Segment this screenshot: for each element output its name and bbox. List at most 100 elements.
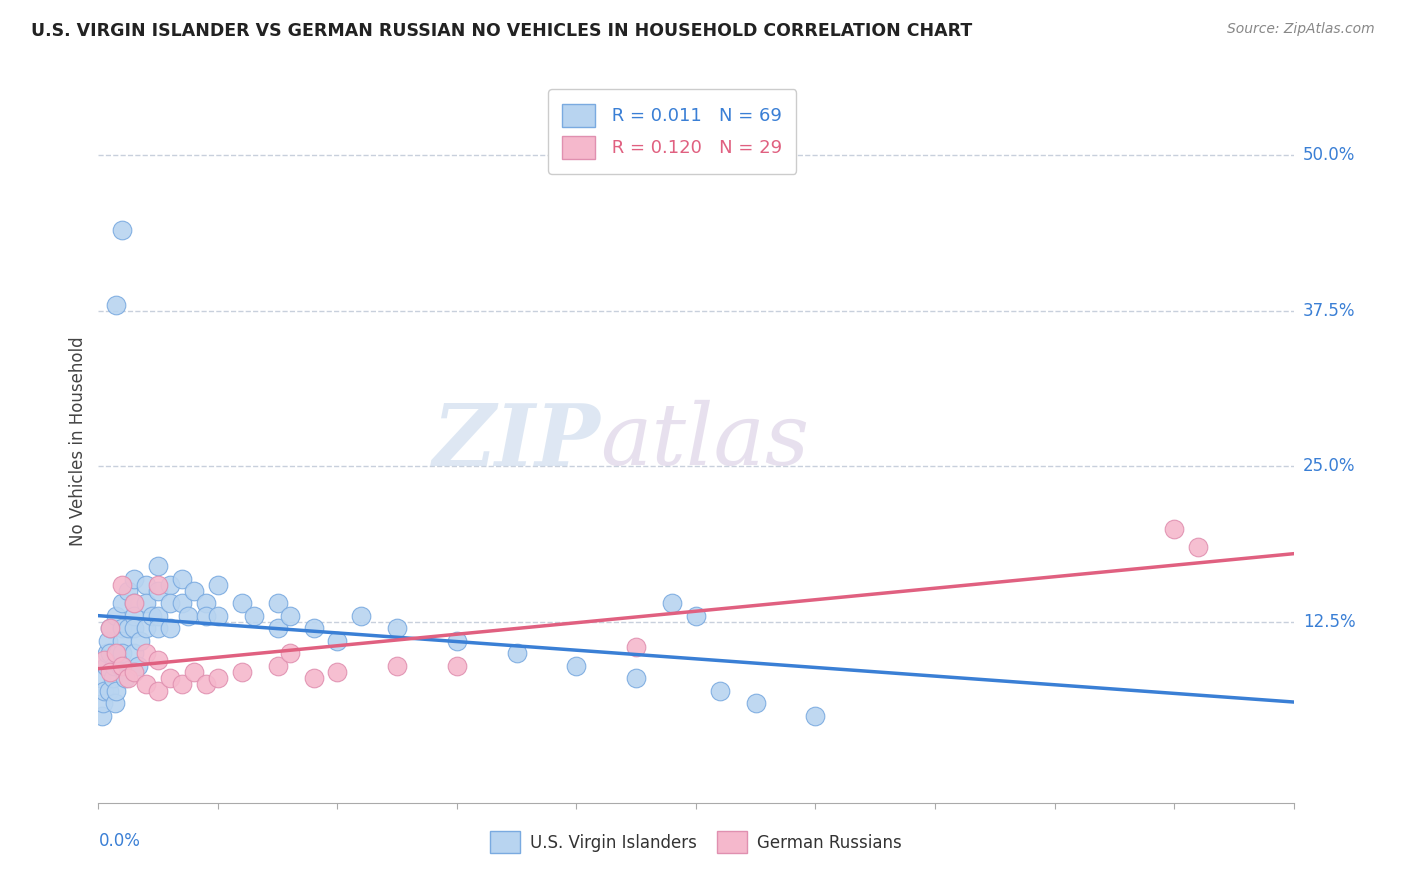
- Point: [94, 658, 117, 673]
- Point: [231, 665, 253, 679]
- Point: [91, 708, 114, 723]
- Point: [124, 572, 146, 586]
- Point: [117, 671, 139, 685]
- Point: [90, 671, 112, 685]
- Point: [105, 646, 128, 660]
- Point: [111, 658, 134, 673]
- Point: [172, 572, 194, 586]
- Text: 37.5%: 37.5%: [1303, 301, 1355, 319]
- Point: [108, 658, 131, 673]
- Point: [103, 658, 125, 673]
- Text: 0.0%: 0.0%: [98, 831, 141, 850]
- Point: [148, 683, 170, 698]
- Point: [207, 671, 229, 685]
- Point: [96, 646, 118, 660]
- Point: [98, 621, 122, 635]
- Point: [93, 652, 115, 666]
- Text: U.S. VIRGIN ISLANDER VS GERMAN RUSSIAN NO VEHICLES IN HOUSEHOLD CORRELATION CHAR: U.S. VIRGIN ISLANDER VS GERMAN RUSSIAN N…: [31, 22, 972, 40]
- Point: [231, 597, 253, 611]
- Point: [326, 633, 349, 648]
- Point: [446, 658, 468, 673]
- Point: [124, 597, 146, 611]
- Point: [148, 559, 170, 574]
- Point: [135, 621, 157, 635]
- Point: [183, 584, 205, 599]
- Text: atlas: atlas: [600, 401, 810, 483]
- Point: [93, 683, 115, 698]
- Point: [159, 621, 181, 635]
- Point: [626, 640, 648, 654]
- Point: [135, 597, 157, 611]
- Point: [159, 578, 181, 592]
- Point: [98, 646, 122, 660]
- Point: [177, 609, 200, 624]
- Point: [127, 658, 149, 673]
- Point: [183, 665, 205, 679]
- Point: [91, 696, 114, 710]
- Point: [626, 671, 648, 685]
- Point: [124, 665, 146, 679]
- Y-axis label: No Vehicles in Household: No Vehicles in Household: [69, 336, 87, 547]
- Point: [111, 621, 134, 635]
- Text: 50.0%: 50.0%: [1303, 146, 1355, 164]
- Point: [124, 609, 146, 624]
- Text: ZIP: ZIP: [433, 400, 600, 483]
- Text: 25.0%: 25.0%: [1303, 458, 1355, 475]
- Point: [129, 633, 152, 648]
- Point: [105, 683, 128, 698]
- Point: [135, 677, 157, 691]
- Point: [709, 683, 731, 698]
- Point: [195, 609, 218, 624]
- Point: [148, 578, 170, 592]
- Point: [267, 658, 290, 673]
- Point: [385, 658, 409, 673]
- Point: [446, 633, 468, 648]
- Point: [195, 597, 218, 611]
- Point: [172, 597, 194, 611]
- Point: [159, 671, 181, 685]
- Point: [98, 665, 122, 679]
- Point: [124, 597, 146, 611]
- Point: [98, 621, 122, 635]
- Point: [117, 621, 139, 635]
- Point: [302, 671, 325, 685]
- Point: [565, 658, 588, 673]
- Point: [101, 671, 124, 685]
- Point: [148, 584, 170, 599]
- Point: [111, 646, 134, 660]
- Point: [745, 696, 768, 710]
- Point: [111, 578, 134, 592]
- Point: [267, 621, 290, 635]
- Point: [107, 646, 129, 660]
- Point: [135, 578, 157, 592]
- Legend: U.S. Virgin Islanders, German Russians: U.S. Virgin Islanders, German Russians: [484, 825, 908, 860]
- Point: [243, 609, 266, 624]
- Point: [326, 665, 349, 679]
- Point: [105, 297, 128, 311]
- Point: [207, 578, 229, 592]
- Point: [278, 646, 301, 660]
- Point: [111, 633, 134, 648]
- Point: [148, 652, 170, 666]
- Point: [97, 633, 120, 648]
- Text: 12.5%: 12.5%: [1303, 613, 1355, 632]
- Point: [98, 683, 121, 698]
- Point: [278, 609, 301, 624]
- Point: [124, 646, 146, 660]
- Point: [1187, 541, 1209, 555]
- Point: [104, 696, 127, 710]
- Text: Source: ZipAtlas.com: Source: ZipAtlas.com: [1227, 22, 1375, 37]
- Point: [148, 609, 170, 624]
- Point: [135, 646, 157, 660]
- Point: [141, 609, 163, 624]
- Point: [111, 223, 134, 237]
- Point: [302, 621, 325, 635]
- Point: [267, 597, 290, 611]
- Point: [350, 609, 373, 624]
- Point: [114, 671, 136, 685]
- Point: [207, 609, 229, 624]
- Point: [172, 677, 194, 691]
- Point: [148, 621, 170, 635]
- Point: [111, 597, 134, 611]
- Point: [804, 708, 827, 723]
